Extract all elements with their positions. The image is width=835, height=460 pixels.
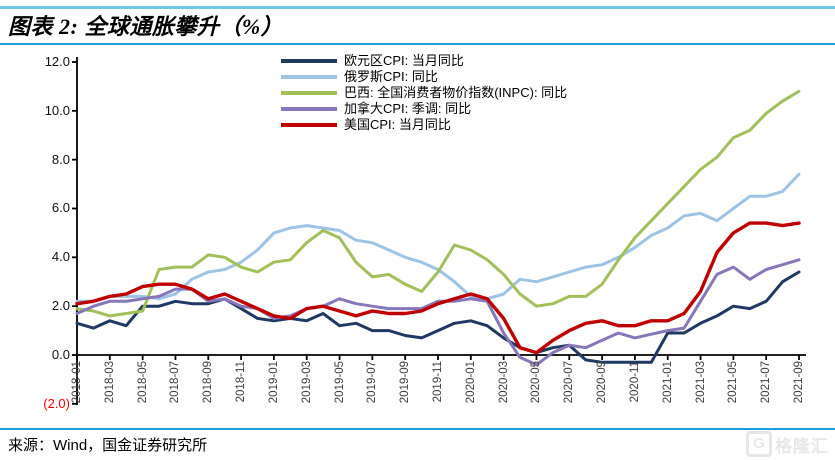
chart-legend: 欧元区CPI: 当月同比 俄罗斯CPI: 同比 巴西: 全国消费者物价指数(INPC… — [281, 53, 567, 133]
x-tick-label: 2019-07 — [366, 361, 379, 404]
legend-line-swatch — [281, 107, 337, 111]
x-tick-label: 2020-03 — [497, 361, 510, 404]
legend-line-swatch — [281, 59, 337, 63]
title-divider-rule — [0, 43, 835, 45]
y-tick-label: 12.0 — [44, 53, 70, 69]
x-tick-label: 2021-03 — [694, 361, 707, 404]
x-tick-label: 2018-09 — [202, 361, 215, 404]
legend-line-swatch — [281, 91, 337, 95]
y-tick-label: 8.0 — [51, 151, 70, 167]
x-tick-label: 2021-01 — [661, 361, 674, 404]
y-tick-label: 2.0 — [51, 298, 70, 314]
legend-label: 欧元区CPI: 当月同比 — [344, 53, 464, 68]
x-tick-label: 2019-03 — [300, 361, 313, 404]
figure-title: 图表 2: 全球通胀攀升（%） — [8, 14, 284, 39]
y-tick-label: 4.0 — [51, 249, 70, 265]
series-line — [75, 258, 801, 367]
x-tick-label: 2018-05 — [136, 361, 149, 404]
y-tick-label: (2.0) — [43, 395, 70, 411]
legend-label: 俄罗斯CPI: 同比 — [344, 69, 438, 84]
legend-item-1: 俄罗斯CPI: 同比 — [281, 69, 567, 85]
x-tick-label: 2018-11 — [235, 361, 248, 403]
gelonghui-watermark: G 格隆汇 — [746, 431, 829, 457]
legend-item-4: 美国CPI: 当月同比 — [281, 117, 567, 133]
y-tick-label: 10.0 — [44, 102, 70, 118]
legend-line-swatch — [281, 123, 337, 127]
legend-label: 加拿大CPI: 季调: 同比 — [344, 101, 472, 116]
series-line — [75, 172, 801, 303]
y-tick-label: 0.0 — [51, 347, 70, 362]
x-tick-label: 2020-11 — [628, 361, 641, 403]
legend-item-0: 欧元区CPI: 当月同比 — [281, 53, 567, 69]
gelonghui-logo-icon: G — [746, 431, 772, 457]
x-tick-label: 2021-05 — [727, 361, 740, 404]
x-tick-label: 2021-07 — [760, 361, 773, 404]
footer-divider-rule — [0, 428, 835, 430]
legend-line-swatch — [281, 75, 337, 79]
x-tick-label: 2019-05 — [333, 361, 346, 404]
x-tick-label: 2020-07 — [563, 361, 576, 404]
series-line — [75, 270, 801, 364]
x-tick-label: 2019-09 — [399, 361, 412, 404]
x-tick-label: 2020-01 — [464, 361, 477, 404]
x-tick-label: 2019-01 — [267, 361, 280, 404]
y-tick-label: 6.0 — [51, 200, 70, 216]
legend-label: 美国CPI: 当月同比 — [344, 117, 451, 132]
series-line — [75, 221, 801, 355]
legend-item-3: 加拿大CPI: 季调: 同比 — [281, 101, 567, 117]
x-tick-label: 2021-09 — [792, 361, 805, 404]
x-tick-label: 2018-03 — [103, 361, 116, 404]
x-tick-label: 2019-11 — [431, 361, 444, 403]
x-tick-label: 2020-09 — [596, 361, 609, 404]
x-tick-label: 2018-01 — [71, 361, 83, 404]
legend-item-2: 巴西: 全国消费者物价指数(INPC): 同比 — [281, 85, 567, 101]
x-tick-label: 2018-07 — [169, 361, 182, 404]
x-tick-label: 2020-05 — [530, 361, 543, 404]
source-note: 来源：Wind，国金证券研究所 — [8, 437, 208, 454]
legend-label: 巴西: 全国消费者物价指数(INPC): 同比 — [344, 85, 568, 100]
top-rule — [0, 6, 835, 9]
gelonghui-watermark-text: 格隆汇 — [775, 436, 829, 456]
series-line — [75, 89, 801, 318]
